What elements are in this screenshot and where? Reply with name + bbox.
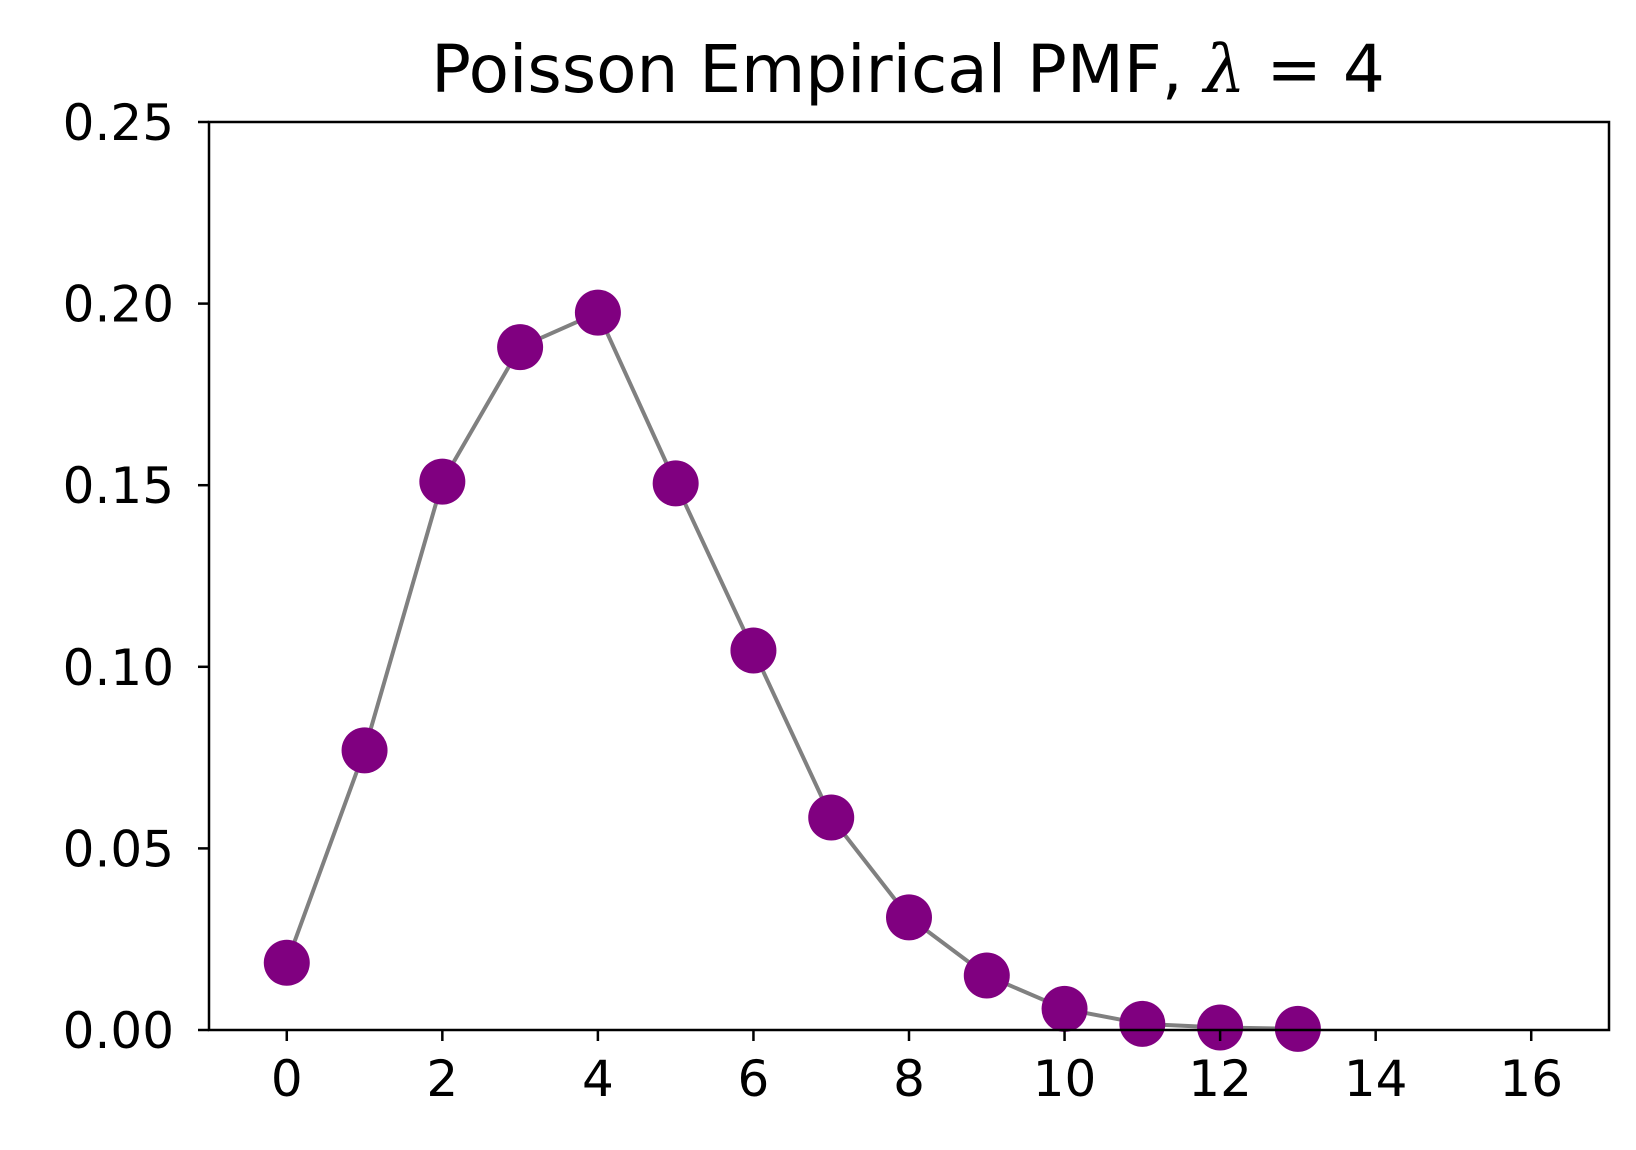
x-tick-label: 0 [271,1050,303,1108]
chart-title-lambda: λ [1201,31,1246,108]
data-point-8 [886,894,932,941]
data-point-4 [574,289,621,336]
chart-title: Poisson Empirical PMF, λ = 4 [431,31,1385,108]
data-point-12 [1197,1004,1244,1051]
data-point-7 [808,794,855,841]
y-tick-label: 0.25 [63,94,174,152]
y-tick-label: 0.00 [63,1002,174,1060]
chart-title-text: Poisson Empirical PMF, [431,31,1204,108]
data-point-3 [497,324,544,371]
data-point-1 [341,727,388,774]
y-tick-label: 0.05 [63,820,174,878]
axes: 0 2 4 6 8 10 12 14 16 0.00 0.05 0.10 0.15 0.20 0.25 [63,94,1611,1108]
data-point-0 [263,939,310,986]
x-tick-label: 2 [426,1050,458,1108]
data-point-9 [963,952,1010,999]
x-tick-label: 14 [1344,1050,1408,1108]
data-point-2 [419,458,466,505]
chart-title-equals: = 4 [1246,31,1385,108]
y-tick-label: 0.10 [63,639,174,697]
x-tick-label: 8 [893,1050,925,1108]
y-tick-label: 0.15 [63,457,174,515]
data-point-6 [730,627,777,674]
data-point-10 [1041,985,1088,1032]
x-tick-label: 6 [738,1050,770,1108]
data-point-11 [1119,1000,1166,1047]
y-tick-label: 0.20 [63,276,174,334]
x-tick-label: 10 [1033,1050,1097,1108]
data-point-5 [652,460,699,507]
x-tick-label: 16 [1499,1050,1563,1108]
x-tick-label: 12 [1188,1050,1252,1108]
x-tick-label: 4 [582,1050,614,1108]
